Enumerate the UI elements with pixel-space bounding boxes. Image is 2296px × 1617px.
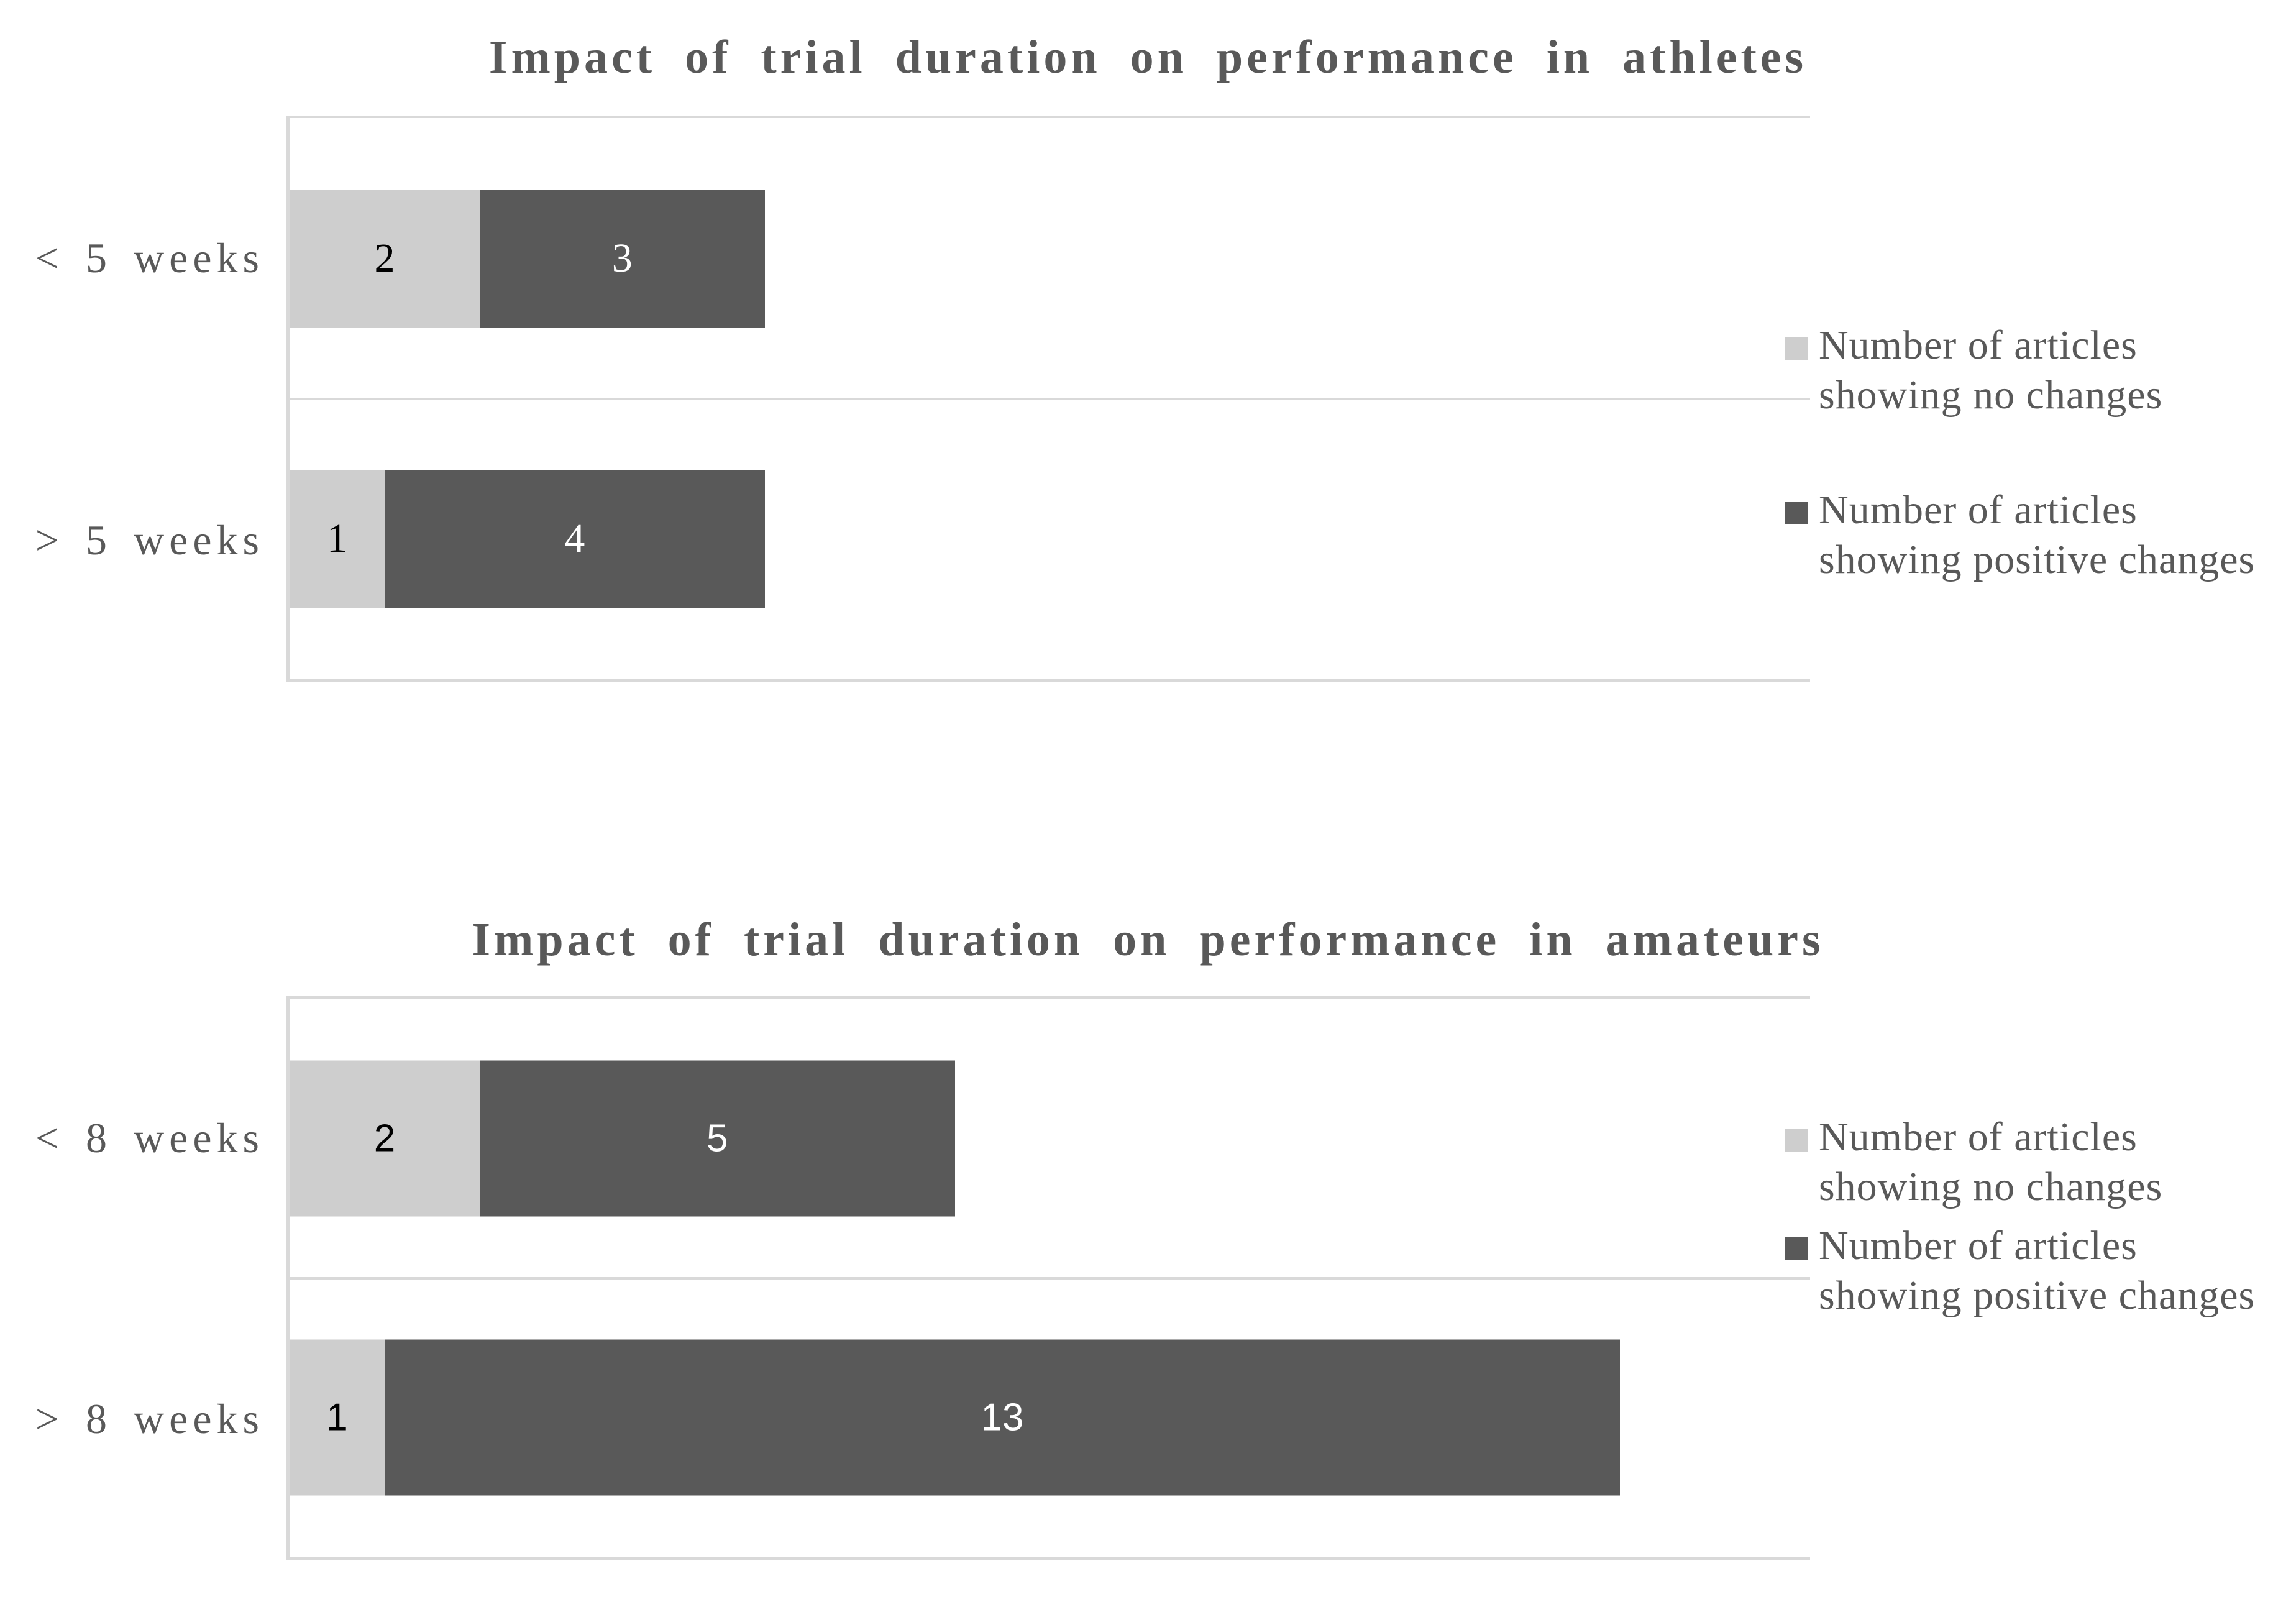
segment-positive-changes: 3 [479,189,765,328]
legend-label: Number of articles showing positive chan… [1819,1221,2255,1321]
segment-no-changes: 1 [290,1339,385,1496]
segment-no-changes: 1 [290,470,385,608]
legend-label: Number of articles showing no changes [1819,321,2162,420]
chart2-title: Impact of trial duration on performance … [472,914,1824,966]
chart1-plot-area: 2 3 1 4 [286,116,1810,682]
data-label: 2 [373,1117,396,1160]
data-label: 2 [374,235,395,281]
chart1-row-gt-5-weeks: 1 4 [290,399,1810,680]
legend-label-line: Number of articles [1819,1114,2138,1160]
legend-label-line: showing no changes [1819,1164,2163,1209]
legend-label-line: showing positive changes [1819,537,2256,582]
chart1-legend-item-positive-changes: Number of articles showing positive chan… [1785,485,2288,585]
segment-positive-changes: 5 [479,1060,955,1217]
chart2-category-divider-line [286,1276,1810,1280]
segment-no-changes: 2 [290,1060,480,1217]
chart2-category-label-gt-8-weeks: > 8 weeks [35,1395,264,1442]
stacked-bar: 1 13 [290,1339,1810,1496]
legend-label-line: Number of articles [1819,487,2138,533]
chart1-row-lt-5-weeks: 2 3 [290,118,1810,399]
data-label: 5 [706,1117,728,1160]
legend-label-line: showing no changes [1819,372,2163,418]
chart1-category-label-gt-5-weeks: > 5 weeks [35,516,264,564]
stacked-bar: 2 5 [290,1060,1810,1217]
legend-label: Number of articles showing no changes [1819,1112,2162,1212]
chart2-row-lt-8-weeks: 2 5 [290,999,1810,1278]
segment-positive-changes: 4 [384,470,765,608]
stacked-bar: 2 3 [290,189,1810,328]
chart1-category-label-lt-5-weeks: < 5 weeks [35,234,264,282]
legend-label-line: showing positive changes [1819,1273,2256,1318]
data-label: 13 [981,1396,1024,1439]
chart2-row-gt-8-weeks: 1 13 [290,1278,1810,1558]
chart2-category-label-lt-8-weeks: < 8 weeks [35,1114,264,1161]
data-label: 3 [611,235,633,281]
segment-no-changes: 2 [290,189,480,328]
chart1-legend-item-no-changes: Number of articles showing no changes [1785,321,2288,420]
legend-swatch-positive-changes [1785,502,1808,524]
stacked-bar: 1 4 [290,470,1810,608]
data-label: 4 [564,516,585,562]
chart2-legend-item-positive-changes: Number of articles showing positive chan… [1785,1221,2288,1321]
data-label: 1 [326,1396,348,1439]
segment-positive-changes: 13 [384,1339,1621,1496]
legend-label: Number of articles showing positive chan… [1819,485,2255,585]
legend-swatch-no-changes [1785,1129,1808,1152]
legend-swatch-positive-changes [1785,1237,1808,1260]
legend-label-line: Number of articles [1819,323,2138,368]
chart1-category-divider-line [286,397,1810,400]
chart2-legend-item-no-changes: Number of articles showing no changes [1785,1112,2288,1212]
legend-label-line: Number of articles [1819,1223,2138,1268]
data-label: 1 [326,516,347,562]
legend-swatch-no-changes [1785,337,1808,360]
chart1-title: Impact of trial duration on performance … [488,31,1808,83]
chart2-plot-area: 2 5 1 13 [286,996,1810,1560]
